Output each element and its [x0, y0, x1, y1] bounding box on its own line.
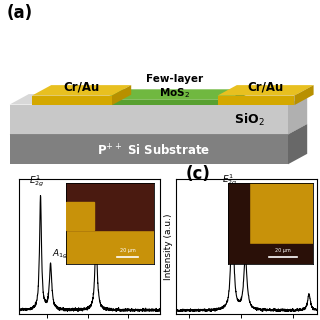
Text: P$^{++}$ Si Substrate: P$^{++}$ Si Substrate: [97, 143, 210, 158]
Text: Cr/Au: Cr/Au: [247, 80, 284, 93]
Polygon shape: [10, 105, 288, 134]
Polygon shape: [294, 85, 314, 105]
Text: (c): (c): [186, 165, 211, 183]
Polygon shape: [218, 96, 294, 105]
Text: (a): (a): [6, 4, 33, 22]
Polygon shape: [227, 89, 246, 105]
Polygon shape: [102, 89, 246, 100]
Polygon shape: [218, 85, 314, 96]
Polygon shape: [10, 124, 307, 134]
Text: Cr/Au: Cr/Au: [63, 80, 100, 93]
Text: $A_{1g}$: $A_{1g}$: [52, 248, 68, 261]
Text: Few-layer
MoS$_2$: Few-layer MoS$_2$: [146, 74, 203, 100]
Polygon shape: [10, 134, 288, 164]
Polygon shape: [102, 100, 227, 105]
Text: SiO$_2$: SiO$_2$: [234, 111, 265, 127]
Text: $E^1_{2g}$: $E^1_{2g}$: [222, 172, 237, 188]
Polygon shape: [32, 96, 112, 105]
Text: Si: Si: [98, 224, 106, 233]
Polygon shape: [112, 85, 131, 105]
Polygon shape: [288, 124, 307, 164]
Polygon shape: [32, 85, 131, 96]
Polygon shape: [288, 94, 307, 134]
Polygon shape: [10, 94, 307, 105]
Text: $E^1_{2g}$: $E^1_{2g}$: [29, 173, 45, 189]
Y-axis label: Intensity (a.u.): Intensity (a.u.): [164, 213, 173, 280]
Text: $A_{1g}$: $A_{1g}$: [247, 239, 264, 252]
